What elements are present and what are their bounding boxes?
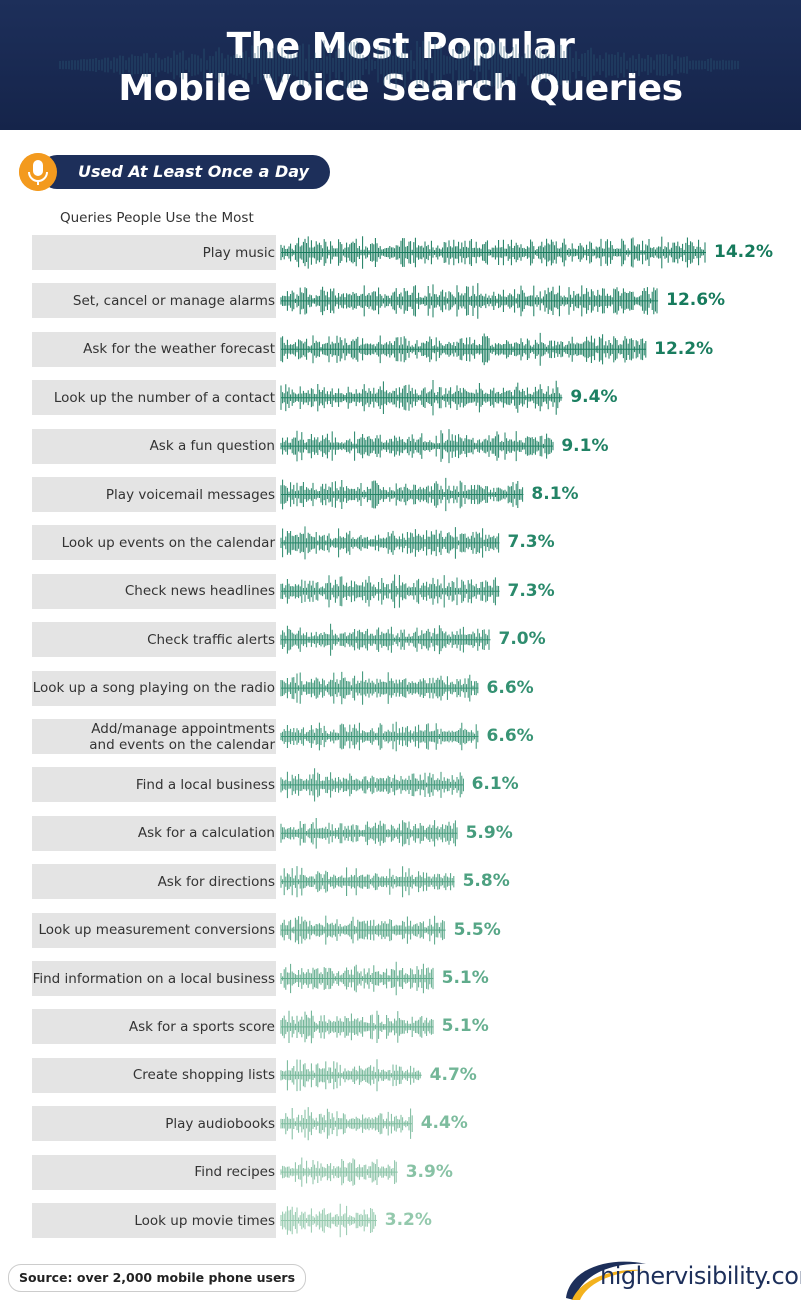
row-box: [32, 428, 276, 464]
brand: highervisibility.com: [600, 1262, 801, 1290]
bar: [280, 915, 446, 945]
bar: [280, 477, 524, 512]
category-label: Look up measurement conversions: [38, 922, 275, 939]
bar: [280, 1059, 422, 1092]
value-label: 4.7%: [429, 1064, 477, 1085]
bar: [280, 332, 647, 366]
row-box: [32, 283, 276, 319]
bar: [280, 1203, 377, 1238]
value-label: 7.3%: [507, 532, 555, 553]
bar: [280, 1107, 413, 1141]
value-label: 7.0%: [498, 629, 546, 650]
row-box: [32, 380, 276, 416]
row-box: [32, 1203, 276, 1238]
value-label: 7.3%: [507, 580, 555, 601]
row-box: [32, 1057, 276, 1093]
value-label: 5.5%: [453, 919, 501, 940]
category-header: Queries People Use the Most: [60, 210, 254, 226]
row-box: [32, 815, 276, 851]
value-label: 5.1%: [441, 968, 489, 988]
row-box: [32, 1154, 276, 1190]
category-label: Find recipes: [194, 1164, 275, 1181]
category-label: Set, cancel or manage alarms: [72, 292, 275, 309]
category-label: Look up a song playing on the radio: [32, 680, 275, 697]
row-box: [32, 477, 276, 512]
value-label: 3.9%: [405, 1161, 453, 1182]
category-label: Ask for a calculation: [137, 825, 275, 842]
mic-icon: [19, 153, 57, 191]
bar: [280, 1010, 434, 1044]
category-label: Look up movie times: [134, 1212, 275, 1229]
row-box: [32, 864, 276, 900]
category-label: Create shopping lists: [132, 1067, 275, 1084]
bar: [280, 236, 706, 269]
value-label: 3.2%: [384, 1210, 432, 1230]
bar: [280, 1157, 398, 1187]
bar: [280, 574, 500, 609]
row-box: [32, 331, 276, 367]
bar: [280, 961, 434, 996]
value-label: 9.4%: [570, 387, 618, 408]
row-box: [32, 1106, 276, 1142]
category-label: Play voicemail messages: [105, 486, 275, 503]
bar: [280, 429, 554, 464]
value-label: 14.2%: [714, 242, 773, 262]
source: Source: over 2,000 mobile phone users: [8, 1264, 306, 1292]
value-label: 6.6%: [486, 726, 534, 746]
chart-title: The Most Popular Mobile Voice Search Que…: [118, 26, 683, 109]
category-label: Find a local business: [135, 776, 275, 793]
row-box: [32, 525, 276, 561]
category-label: Ask for a sports score: [128, 1018, 275, 1035]
value-label: 6.1%: [471, 774, 519, 795]
row-box: [32, 719, 276, 754]
row-box: [32, 1009, 276, 1045]
row-box: [32, 235, 276, 270]
value-label: 6.6%: [486, 677, 534, 698]
category-label: Look up the number of a contact: [53, 389, 275, 406]
row-box: [32, 961, 276, 996]
bar: [280, 623, 491, 656]
category-label: Play music: [202, 244, 275, 261]
category-label: Ask for directions: [157, 873, 275, 890]
category-label: Ask for the weather forecast: [83, 341, 275, 358]
value-label: 8.1%: [531, 484, 579, 504]
category-label: Look up events on the calendar: [61, 534, 275, 551]
value-label: 4.4%: [420, 1113, 468, 1134]
row-box: [32, 670, 276, 706]
value-label: 5.8%: [462, 871, 510, 892]
bar: [280, 721, 479, 752]
value-label: 12.6%: [666, 290, 726, 311]
category-label: Ask a fun question: [149, 438, 275, 455]
subtitle-pill: [40, 155, 330, 189]
category-label: Add/manage appointments and events on th…: [89, 720, 275, 753]
row-box: [32, 573, 276, 609]
row-box: [32, 622, 276, 658]
value-label: 9.1%: [561, 435, 609, 456]
bar: [280, 283, 659, 319]
value-label: 12.2%: [654, 338, 714, 359]
category-label: Check news headlines: [124, 583, 275, 600]
value-label: 5.1%: [441, 1016, 489, 1037]
subtitle: Used At Least Once a Day: [78, 162, 309, 181]
value-label: 5.9%: [465, 822, 513, 843]
header-wave: [59, 39, 739, 91]
category-label: Find information on a local business: [32, 970, 275, 987]
bar: [280, 380, 563, 416]
brand-swoosh: [566, 1261, 646, 1300]
bar: [280, 526, 500, 560]
category-label: Check traffic alerts: [147, 631, 275, 648]
bar: [280, 866, 455, 898]
bar: [280, 671, 479, 705]
row-box: [32, 767, 276, 803]
header: [0, 0, 801, 130]
bar: [280, 818, 458, 849]
bar: [280, 768, 464, 802]
category-label: Play audiobooks: [165, 1115, 275, 1132]
row-box: [32, 912, 276, 948]
